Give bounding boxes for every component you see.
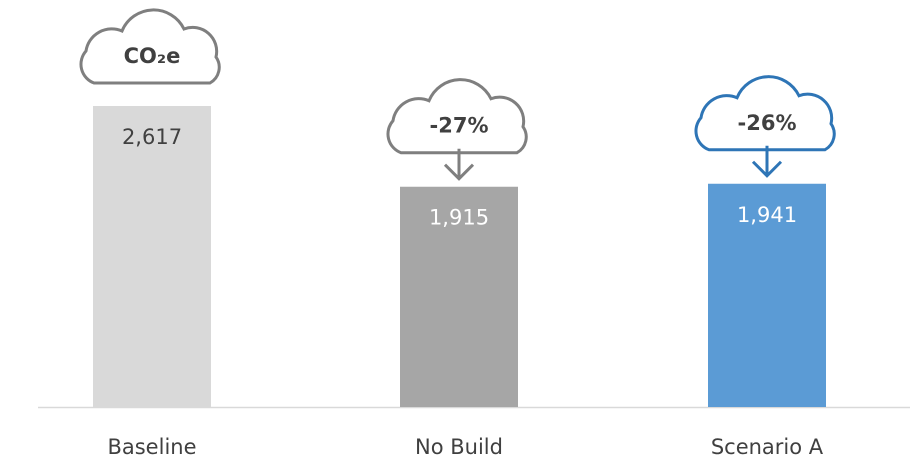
cloud: -27% bbox=[386, 78, 528, 181]
cloud-outline bbox=[694, 75, 836, 152]
cloud-label: CO₂e bbox=[124, 44, 181, 68]
bar bbox=[708, 183, 826, 407]
cloud-outline bbox=[386, 78, 528, 155]
cloud-outline bbox=[79, 8, 221, 85]
bar bbox=[400, 186, 518, 407]
x-tick-label: Baseline bbox=[107, 435, 196, 459]
value-label: 1,941 bbox=[737, 203, 797, 227]
cloud-label: -27% bbox=[430, 114, 489, 138]
cloud-label: -26% bbox=[738, 111, 797, 135]
bar bbox=[93, 106, 211, 407]
cloud: CO₂e bbox=[79, 8, 221, 85]
x-tick-label: No Build bbox=[415, 435, 503, 459]
value-label: 1,915 bbox=[429, 206, 489, 230]
x-tick-label: Scenario A bbox=[711, 435, 824, 459]
cloud: -26% bbox=[694, 75, 836, 178]
value-label: 2,617 bbox=[122, 125, 182, 149]
